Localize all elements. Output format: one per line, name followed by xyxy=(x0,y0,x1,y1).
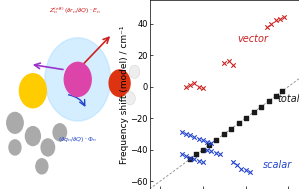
Point xyxy=(235,164,239,167)
Point xyxy=(231,63,235,66)
Point xyxy=(179,131,184,134)
Point xyxy=(277,17,282,20)
Point xyxy=(196,159,201,162)
Circle shape xyxy=(45,38,111,121)
Point xyxy=(228,128,233,131)
Point xyxy=(231,161,235,164)
Point xyxy=(282,16,286,19)
Circle shape xyxy=(53,124,66,141)
Point xyxy=(179,153,184,156)
Y-axis label: Frequency shift (model) / cm⁻¹: Frequency shift (model) / cm⁻¹ xyxy=(120,25,129,164)
Circle shape xyxy=(64,62,91,96)
Circle shape xyxy=(125,92,135,105)
Point xyxy=(265,25,269,28)
Point xyxy=(209,150,214,153)
Point xyxy=(196,137,201,140)
Circle shape xyxy=(109,70,130,96)
Point xyxy=(243,169,248,172)
Text: $(\partial q_n/\partial Q)\cdot\Phi_n$: $(\partial q_n/\partial Q)\cdot\Phi_n$ xyxy=(58,134,97,144)
Point xyxy=(192,82,197,85)
Text: $Z_n^{(\rm eff)}\,(\partial r_n/\partial Q)\cdot E_n$: $Z_n^{(\rm eff)}\,(\partial r_n/\partial… xyxy=(49,6,101,16)
Text: vector: vector xyxy=(237,34,268,44)
Point xyxy=(201,148,205,151)
Point xyxy=(188,134,193,137)
Point xyxy=(243,117,248,120)
Point xyxy=(188,158,193,161)
Circle shape xyxy=(41,139,54,156)
Point xyxy=(273,94,278,98)
Point xyxy=(218,153,222,156)
Point xyxy=(196,85,201,88)
Point xyxy=(205,148,210,151)
Point xyxy=(267,99,271,102)
Point xyxy=(201,161,205,164)
Point xyxy=(183,132,188,135)
Circle shape xyxy=(25,127,40,146)
Point xyxy=(194,153,199,156)
Point xyxy=(237,121,242,124)
Circle shape xyxy=(7,112,23,133)
Circle shape xyxy=(9,140,21,155)
Circle shape xyxy=(19,74,46,108)
Point xyxy=(213,139,218,142)
Point xyxy=(280,90,284,93)
Point xyxy=(192,158,197,161)
Point xyxy=(269,22,274,25)
Point xyxy=(205,140,210,143)
Circle shape xyxy=(36,159,48,174)
Point xyxy=(226,60,231,63)
Point xyxy=(201,139,205,142)
Point xyxy=(273,19,278,22)
Point xyxy=(222,61,227,64)
Text: total: total xyxy=(278,94,299,104)
Point xyxy=(183,154,188,157)
Point xyxy=(239,167,244,170)
Point xyxy=(258,106,263,109)
Text: scalar: scalar xyxy=(263,160,292,170)
Point xyxy=(252,110,257,113)
Point xyxy=(188,84,193,87)
Point xyxy=(201,87,205,90)
Circle shape xyxy=(129,65,140,78)
Point xyxy=(209,142,214,145)
Point xyxy=(213,151,218,154)
Point xyxy=(188,156,193,159)
Point xyxy=(183,85,188,88)
Point xyxy=(222,132,227,135)
Point xyxy=(207,143,212,146)
Point xyxy=(192,136,197,139)
Point xyxy=(248,170,252,173)
